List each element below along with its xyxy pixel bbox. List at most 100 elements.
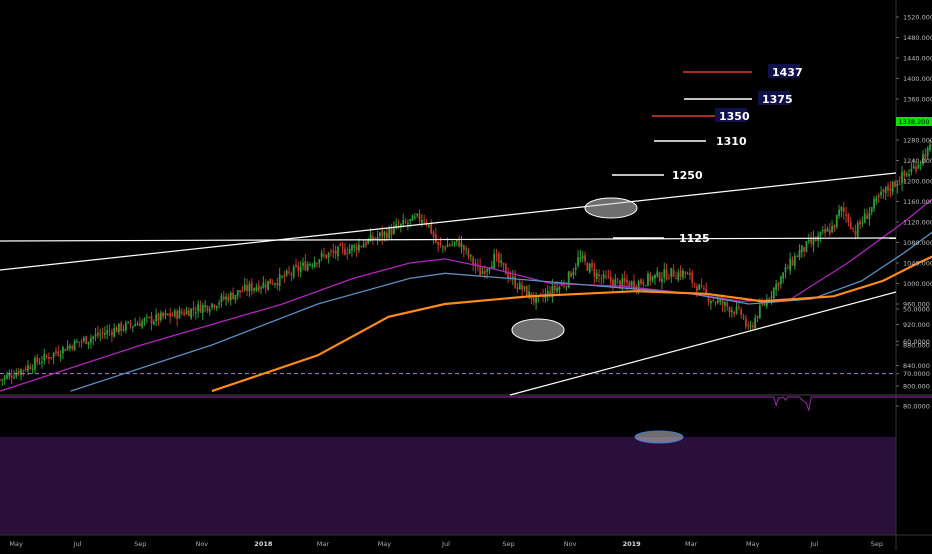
candle-body[interactable] — [393, 226, 395, 234]
candle-body[interactable] — [206, 306, 209, 311]
candle-body[interactable] — [854, 230, 857, 235]
candle-body[interactable] — [814, 239, 817, 242]
candle-body[interactable] — [761, 304, 764, 306]
candle-body[interactable] — [185, 310, 188, 315]
candle-body[interactable] — [637, 281, 640, 291]
candle-body[interactable] — [465, 248, 468, 250]
candle-body[interactable] — [316, 263, 318, 265]
rsi-panel[interactable] — [0, 373, 932, 411]
candle-body[interactable] — [36, 356, 39, 363]
candle-body[interactable] — [616, 278, 619, 280]
candle-body[interactable] — [134, 324, 137, 326]
candle-body[interactable] — [241, 291, 244, 293]
candle-body[interactable] — [707, 296, 710, 303]
candle-body[interactable] — [199, 305, 202, 313]
candle-body[interactable] — [101, 332, 104, 334]
candle-body[interactable] — [444, 246, 447, 250]
candle-body[interactable] — [201, 305, 204, 314]
candle-body[interactable] — [323, 254, 325, 256]
candle-body[interactable] — [453, 241, 456, 243]
candle-body[interactable] — [250, 282, 253, 291]
candle-body[interactable] — [406, 222, 409, 224]
candle-body[interactable] — [141, 321, 144, 328]
candle-body[interactable] — [693, 283, 696, 285]
candle-body[interactable] — [17, 370, 20, 375]
candle-body[interactable] — [677, 272, 680, 281]
support-ellipse[interactable] — [511, 318, 565, 342]
lower-trendline[interactable] — [509, 291, 897, 396]
candle-body[interactable] — [488, 268, 491, 271]
candle-body[interactable] — [341, 246, 344, 248]
candle-body[interactable] — [360, 246, 363, 248]
ma-blue-line[interactable] — [70, 212, 932, 392]
candle-body[interactable] — [320, 252, 323, 258]
candle-body[interactable] — [828, 229, 831, 234]
candle-body[interactable] — [59, 355, 62, 357]
candle-body[interactable] — [789, 258, 792, 271]
candle-body[interactable] — [330, 251, 332, 253]
price-panel[interactable] — [0, 114, 932, 393]
candle-body[interactable] — [896, 183, 899, 187]
rsi-line[interactable] — [0, 396, 932, 411]
candle-body[interactable] — [651, 276, 654, 281]
horizontal-resistance-line[interactable] — [0, 237, 897, 242]
candle-body[interactable] — [31, 368, 34, 370]
candle-body[interactable] — [225, 296, 227, 300]
candle-body[interactable] — [136, 324, 139, 326]
candle-body[interactable] — [222, 296, 225, 300]
candle-body[interactable] — [48, 357, 50, 359]
candle-body[interactable] — [15, 372, 18, 377]
candle-body[interactable] — [94, 334, 97, 337]
candle-body[interactable] — [866, 215, 868, 220]
candle-body[interactable] — [812, 237, 815, 245]
candle-body[interactable] — [367, 239, 370, 244]
candle-body[interactable] — [55, 351, 57, 353]
candle-body[interactable] — [176, 311, 179, 319]
candle-body[interactable] — [173, 310, 176, 317]
candle-body[interactable] — [297, 265, 300, 271]
candle-body[interactable] — [411, 215, 414, 221]
candle-body[interactable] — [155, 314, 158, 322]
chart-annotations[interactable]: 1437 1375 1350 1310 1250 1125 — [0, 64, 897, 444]
candle-body[interactable] — [355, 246, 358, 251]
candle-body[interactable] — [898, 183, 901, 185]
candle-body[interactable] — [204, 304, 207, 307]
candle-body[interactable] — [600, 278, 603, 280]
candle-body[interactable] — [744, 318, 747, 327]
candle-body[interactable] — [376, 236, 379, 240]
candle-body[interactable] — [633, 280, 635, 289]
candle-body[interactable] — [180, 311, 183, 314]
candle-body[interactable] — [427, 224, 430, 227]
candle-body[interactable] — [826, 228, 829, 232]
candle-body[interactable] — [187, 310, 190, 317]
candle-body[interactable] — [309, 264, 311, 266]
candle-body[interactable] — [647, 273, 649, 286]
candle-body[interactable] — [416, 213, 419, 216]
candle-body[interactable] — [546, 290, 549, 296]
candle-body[interactable] — [138, 323, 141, 327]
candle-body[interactable] — [572, 271, 575, 276]
candle-body[interactable] — [311, 265, 314, 267]
candle-body[interactable] — [50, 356, 53, 358]
candle-body[interactable] — [560, 284, 563, 286]
candle-body[interactable] — [348, 248, 351, 254]
candle-body[interactable] — [810, 239, 813, 244]
candle-body[interactable] — [292, 266, 295, 277]
candle-body[interactable] — [514, 275, 517, 288]
candle-body[interactable] — [113, 328, 116, 337]
candle-body[interactable] — [661, 278, 663, 282]
candle-body[interactable] — [178, 310, 181, 319]
candle-body[interactable] — [285, 270, 288, 276]
candle-body[interactable] — [845, 214, 847, 216]
candle-body[interactable] — [784, 267, 787, 273]
breakout-ellipse[interactable] — [584, 197, 638, 219]
candle-body[interactable] — [253, 288, 255, 291]
candle-body[interactable] — [339, 244, 342, 246]
candle-body[interactable] — [584, 254, 586, 262]
candle-body[interactable] — [595, 272, 598, 279]
candle-body[interactable] — [239, 290, 241, 293]
candle-body[interactable] — [570, 273, 572, 277]
candle-body[interactable] — [532, 297, 535, 302]
candle-body[interactable] — [509, 276, 512, 279]
candle-body[interactable] — [563, 285, 565, 287]
